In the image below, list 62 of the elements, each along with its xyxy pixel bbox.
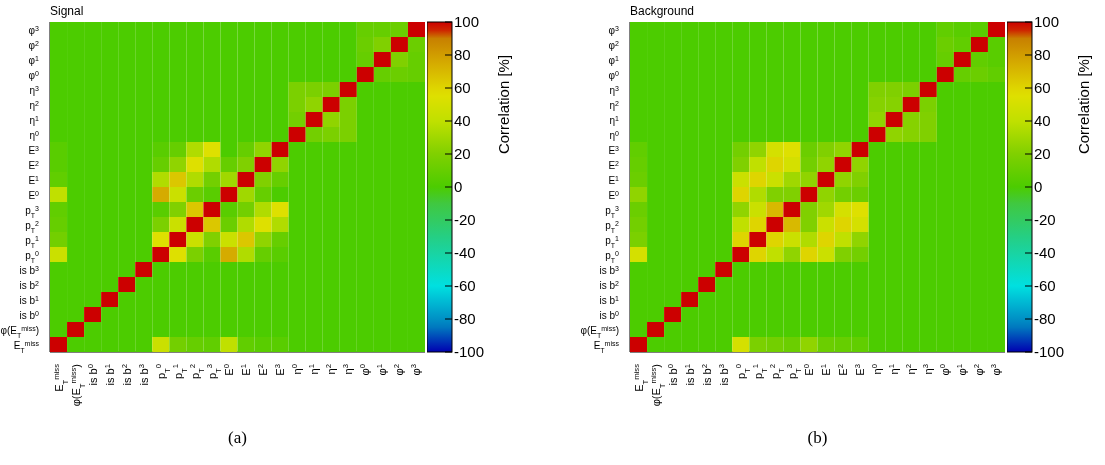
y-tick-label: E$^{0}$	[608, 189, 620, 201]
y-tick-label: is b$^{3}$	[599, 264, 620, 276]
y-tick-label: φ$^{1}$	[608, 54, 620, 66]
y-tick-label: φ$^{0}$	[28, 69, 40, 81]
y-tick-label: η$^{0}$	[609, 129, 620, 141]
color-bar-label: 40	[454, 112, 471, 129]
y-tick-label: is b$^{2}$	[599, 279, 620, 291]
y-tick-label: η$^{3}$	[609, 84, 620, 96]
color-bar-label: 0	[454, 178, 463, 195]
color-bar-label: -20	[1034, 211, 1056, 228]
y-tick-label: φ$^{3}$	[28, 24, 40, 36]
color-bar-label: 80	[1034, 46, 1051, 63]
chart-title: Signal	[50, 4, 84, 18]
color-bar-label: -40	[1034, 244, 1056, 261]
y-tick-label: E$^{3}$	[608, 144, 620, 156]
color-bar-label: -60	[454, 277, 476, 294]
text: (b)	[806, 428, 829, 448]
y-tick-label: E$^{0}$	[28, 189, 40, 201]
text: (a)	[227, 428, 248, 448]
y-tick-label: is b$^{3}$	[19, 264, 40, 276]
color-bar-label: -60	[1034, 277, 1056, 294]
color-bar-label: 80	[454, 46, 471, 63]
y-tick-label: φ$^{2}$	[608, 39, 620, 51]
y-tick-label: η$^{1}$	[29, 114, 40, 126]
color-bar-label: 60	[1034, 79, 1051, 96]
color-bar-label: -80	[454, 310, 476, 327]
chart-title: Background	[630, 4, 695, 18]
color-bar-label: 0	[1034, 178, 1043, 195]
color-bar-label: 100	[1034, 13, 1060, 30]
color-bar-title: Correlation [%]	[1075, 54, 1092, 155]
color-bar-label: -100	[454, 343, 485, 360]
y-tick-label: is b$^{0}$	[19, 309, 40, 321]
y-tick-label: η$^{0}$	[29, 129, 40, 141]
color-bar-label: -40	[454, 244, 476, 261]
y-tick-label: is b$^{1}$	[599, 294, 620, 306]
y-tick-label: E$^{2}$	[28, 159, 40, 171]
color-bar-label: 60	[454, 79, 471, 96]
color-bar-label: 100	[454, 13, 480, 30]
y-tick-label: φ$^{3}$	[608, 24, 620, 36]
y-tick-label: E$^{1}$	[28, 174, 40, 186]
y-tick-label: η$^{2}$	[29, 99, 40, 111]
color-bar-label: 40	[1034, 112, 1051, 129]
y-tick-label: η$^{2}$	[609, 99, 620, 111]
y-tick-label: φ$^{2}$	[28, 39, 40, 51]
color-bar-label: 20	[454, 145, 471, 162]
y-tick-label: is b$^{0}$	[599, 309, 620, 321]
y-tick-label: E$^{3}$	[28, 144, 40, 156]
y-tick-label: φ(E$_{T}$$^{miss}$)	[580, 324, 619, 338]
y-tick-label: φ(E$_{T}$$^{miss}$)	[0, 324, 39, 338]
color-bar-label: -100	[1034, 343, 1065, 360]
y-tick-label: φ$^{1}$	[28, 54, 40, 66]
y-tick-label: φ$^{0}$	[608, 69, 620, 81]
y-tick-label: E$^{2}$	[608, 159, 620, 171]
color-bar-label: -20	[454, 211, 476, 228]
color-bar-title: Correlation [%]	[495, 54, 512, 155]
y-tick-label: is b$^{2}$	[19, 279, 40, 291]
y-tick-label: η$^{1}$	[609, 114, 620, 126]
color-bar-label: 20	[1034, 145, 1051, 162]
y-tick-label: E$^{1}$	[608, 174, 620, 186]
y-tick-label: is b$^{1}$	[19, 294, 40, 306]
y-tick-label: η$^{3}$	[29, 84, 40, 96]
color-bar-label: -80	[1034, 310, 1056, 327]
